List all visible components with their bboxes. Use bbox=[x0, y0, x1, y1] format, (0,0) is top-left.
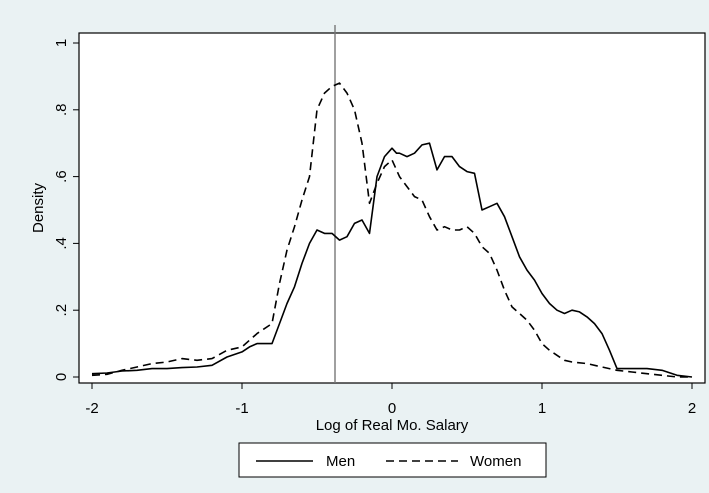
series-layer bbox=[91, 82, 693, 378]
x-tick-label: -1 bbox=[235, 400, 248, 417]
y-tick-label: .2 bbox=[53, 304, 70, 317]
y-tick-label: .8 bbox=[53, 104, 70, 117]
y-axis-title: Density bbox=[30, 182, 47, 233]
y-tick-label: 0 bbox=[53, 373, 70, 381]
y-tick-label: 1 bbox=[53, 39, 70, 47]
x-axis-title: Log of Real Mo. Salary bbox=[316, 417, 469, 434]
x-tick-label: 0 bbox=[388, 400, 396, 417]
plot-region bbox=[78, 32, 706, 384]
legend: Men Women bbox=[238, 442, 547, 478]
legend-label-men: Men bbox=[326, 453, 355, 470]
y-axis: 0 .2 .4 .6 .8 1 bbox=[53, 39, 79, 381]
y-tick-label: .6 bbox=[53, 170, 70, 183]
legend-box bbox=[238, 442, 547, 478]
x-axis: -2 -1 0 1 2 bbox=[85, 383, 696, 417]
y-tick-label: .4 bbox=[53, 237, 70, 250]
series-line-women bbox=[91, 82, 692, 378]
x-tick-label: 2 bbox=[688, 400, 696, 417]
series-line-men bbox=[91, 142, 693, 378]
x-tick-label: 1 bbox=[538, 400, 546, 417]
x-tick-label: -2 bbox=[85, 400, 98, 417]
legend-label-women: Women bbox=[470, 453, 521, 470]
